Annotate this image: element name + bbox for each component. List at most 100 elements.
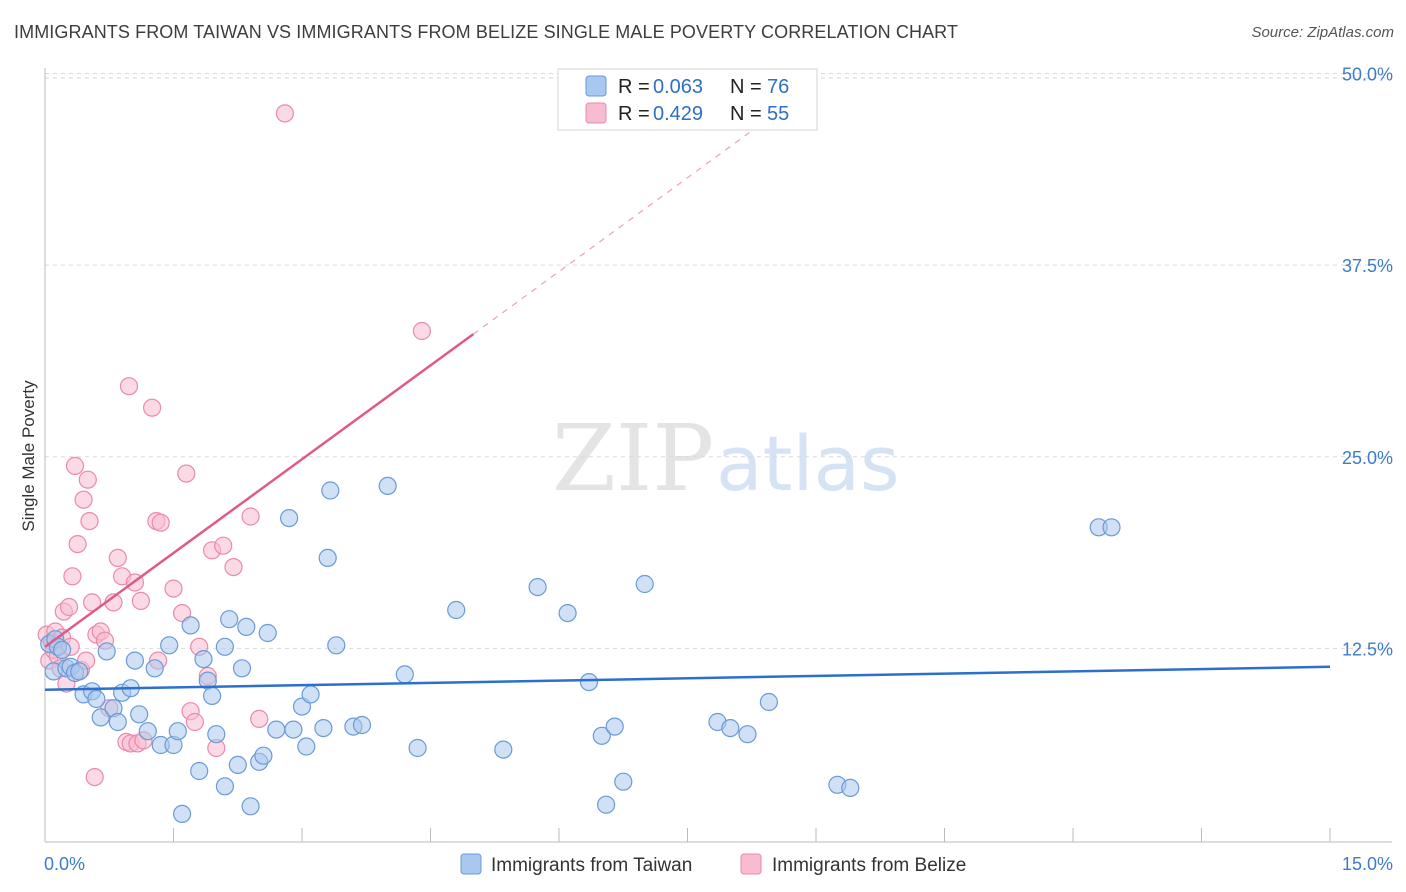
legend-taiwan-n-label: N =: [730, 76, 762, 98]
tick-labels: 12.5% 25.0% 37.5% 50.0% 0.0% 15.0%: [44, 65, 1393, 875]
legend-taiwan-n-value: 76: [767, 76, 789, 98]
gridlines: [45, 73, 1392, 649]
taiwan-point: [596, 795, 616, 814]
legend-belize-r-value: 0.429: [653, 103, 703, 125]
belize-point: [65, 456, 85, 475]
taiwan-point: [241, 797, 260, 816]
taiwan-point: [284, 720, 303, 739]
belize-point: [412, 321, 431, 341]
legend-belize-n-label: N =: [730, 103, 762, 125]
taiwan-point: [52, 640, 72, 660]
belize-point: [151, 513, 170, 532]
belize-point: [85, 767, 104, 787]
y-tick-label: 50.0%: [1342, 65, 1393, 85]
x-tick-label-min: 0.0%: [44, 854, 85, 874]
taiwan-point: [91, 708, 110, 727]
taiwan-point: [579, 672, 599, 692]
belize-point: [177, 464, 196, 483]
belize-point: [82, 593, 102, 612]
taiwan-point: [494, 740, 513, 759]
taiwan-point: [237, 617, 256, 637]
taiwan-point: [378, 476, 397, 495]
legend-swatch-belize: [585, 102, 607, 124]
taiwan-point: [738, 725, 757, 744]
taiwan-point: [207, 725, 226, 744]
belize-point: [63, 567, 82, 586]
belize-trend-line: [44, 333, 475, 648]
belize-point: [164, 579, 183, 598]
taiwan-point: [635, 574, 654, 594]
y-tick-label: 12.5%: [1342, 639, 1393, 659]
taiwan-point: [1102, 518, 1121, 537]
taiwan-point: [220, 610, 239, 629]
taiwan-point: [321, 481, 340, 500]
belize-point: [250, 709, 269, 729]
data-points: [37, 104, 1121, 824]
taiwan-point: [138, 722, 157, 741]
belize-point: [80, 511, 99, 531]
chart-title: IMMIGRANTS FROM TAIWAN VS IMMIGRANTS FRO…: [14, 22, 959, 42]
taiwan-point: [160, 636, 179, 655]
taiwan-trend-line: [44, 665, 1331, 692]
belize-point: [275, 104, 294, 123]
correlation-legend: R = 0.063 N = 76 R = 0.429 N = 55: [557, 68, 818, 131]
taiwan-point: [97, 642, 116, 661]
taiwan-point: [327, 636, 346, 655]
y-axis-label: Single Male Poverty: [19, 380, 38, 532]
taiwan-point: [558, 603, 577, 623]
belize-point: [59, 597, 79, 617]
y-tick-label: 25.0%: [1342, 448, 1393, 468]
taiwan-point: [267, 720, 286, 739]
legend-taiwan-r-label: R =: [618, 76, 650, 98]
taiwan-point: [194, 649, 213, 669]
belize-point: [241, 507, 260, 526]
trend-lines: [44, 83, 1331, 692]
taiwan-point: [841, 778, 860, 798]
belize-point: [173, 603, 192, 623]
taiwan-point: [181, 616, 200, 635]
taiwan-point: [215, 637, 234, 656]
bottom-legend-swatch-taiwan: [460, 853, 482, 875]
taiwan-point: [87, 689, 106, 709]
belize-point: [78, 470, 97, 489]
taiwan-point: [258, 623, 277, 643]
axes: [44, 68, 1392, 843]
taiwan-point: [215, 777, 234, 796]
taiwan-point: [721, 718, 740, 738]
taiwan-point: [190, 761, 209, 781]
taiwan-point: [168, 722, 187, 741]
taiwan-point: [592, 726, 611, 745]
belize-point: [68, 534, 87, 554]
bottom-legend-belize: Immigrants from Belize: [772, 855, 966, 876]
taiwan-point: [395, 665, 414, 684]
taiwan-point: [614, 772, 633, 791]
belize-point: [74, 490, 93, 509]
belize-point: [224, 557, 243, 577]
legend-swatch-taiwan: [585, 75, 607, 97]
belize-point: [214, 536, 233, 555]
belize-point: [131, 591, 150, 611]
watermark-zip: ZIP: [552, 405, 714, 512]
belize-point: [108, 548, 127, 568]
legend-belize-r-label: R =: [618, 103, 650, 125]
belize-point: [119, 377, 139, 396]
taiwan-point: [228, 755, 247, 775]
taiwan-point: [280, 508, 299, 528]
belize-point: [143, 398, 162, 417]
taiwan-point: [297, 737, 316, 756]
series-legend: Immigrants from Taiwan Immigrants from B…: [460, 853, 966, 876]
belize-point: [185, 712, 204, 732]
taiwan-point: [318, 548, 337, 568]
source-credit: Source: ZipAtlas.com: [1251, 24, 1394, 41]
taiwan-point: [605, 717, 624, 736]
x-tick-label-max: 15.0%: [1342, 854, 1393, 874]
taiwan-point: [125, 651, 144, 670]
taiwan-point: [314, 718, 333, 738]
taiwan-point: [254, 746, 273, 765]
taiwan-point: [408, 738, 427, 758]
bottom-legend-swatch-belize: [740, 853, 762, 875]
taiwan-point: [203, 686, 222, 706]
taiwan-point: [301, 685, 320, 704]
y-tick-label: 37.5%: [1342, 256, 1393, 276]
